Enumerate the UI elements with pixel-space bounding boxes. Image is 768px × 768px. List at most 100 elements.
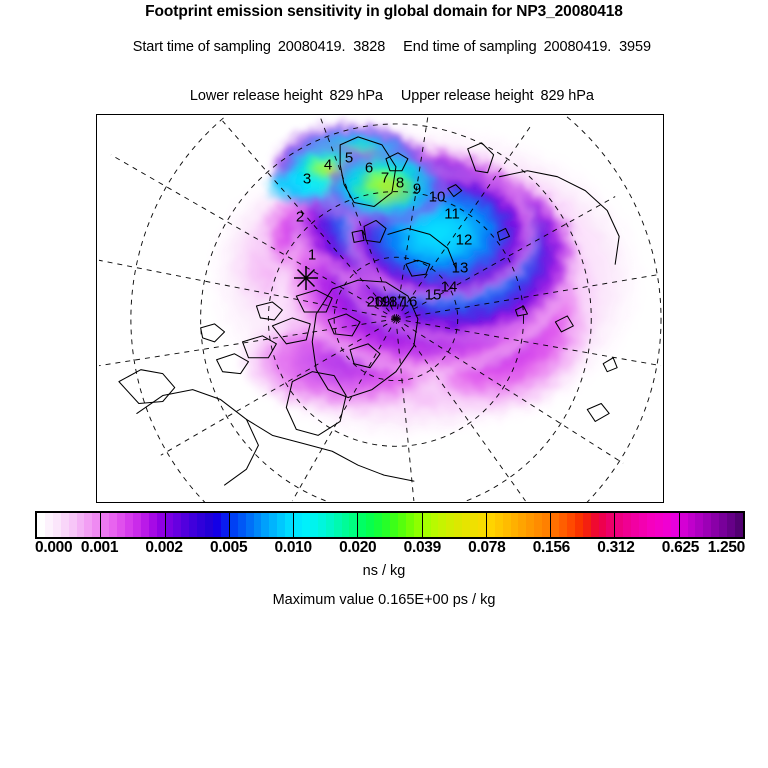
colorbar-band-10-7 xyxy=(735,513,743,537)
colorbar-band-2-7 xyxy=(220,513,229,537)
colorbar-segment-10 xyxy=(679,513,743,537)
colorbar-band-0-1 xyxy=(44,513,53,537)
colorbar-band-5-1 xyxy=(366,513,375,537)
release-point-star-icon xyxy=(294,266,318,290)
colorbar-band-9-7 xyxy=(670,513,679,537)
lower-height-label: Lower release height xyxy=(189,87,323,104)
colorbar-band-0-7 xyxy=(92,513,101,537)
colorbar-band-8-4 xyxy=(582,513,591,537)
colorbar-band-2-4 xyxy=(197,513,206,537)
colorbar-band-6-4 xyxy=(454,513,463,537)
colorbar-band-2-0 xyxy=(165,513,174,537)
colorbar-tick-5: 0.020 xyxy=(339,539,377,556)
colorbar-band-1-7 xyxy=(156,513,165,537)
colorbar-band-4-0 xyxy=(294,513,302,537)
colorbar-band-8-5 xyxy=(590,513,599,537)
colorbar xyxy=(35,511,745,539)
colorbar-wrapper xyxy=(35,511,745,539)
colorbar-tick-0: 0.000 xyxy=(35,539,73,556)
colorbar-band-10-2 xyxy=(695,513,704,537)
colorbar-band-7-0 xyxy=(486,513,495,537)
colorbar-band-2-6 xyxy=(212,513,221,537)
colorbar-band-3-7 xyxy=(285,513,294,537)
colorbar-band-3-3 xyxy=(253,513,262,537)
map-svg xyxy=(97,115,663,502)
colorbar-band-3-1 xyxy=(237,513,246,537)
colorbar-band-9-1 xyxy=(623,513,632,537)
colorbar-band-3-4 xyxy=(261,513,270,537)
colorbar-band-4-2 xyxy=(309,513,318,537)
colorbar-band-7-2 xyxy=(502,513,511,537)
colorbar-band-2-5 xyxy=(205,513,213,537)
colorbar-band-0-0 xyxy=(37,513,45,537)
colorbar-band-3-5 xyxy=(269,513,278,537)
colorbar-tick-1: 0.001 xyxy=(80,539,119,556)
colorbar-segment-8 xyxy=(551,513,616,537)
page-title: Footprint emission sensitivity in global… xyxy=(145,3,623,20)
colorbar-band-1-5 xyxy=(140,513,149,537)
map-canvas xyxy=(97,115,663,502)
colorbar-tick-6: 0.039 xyxy=(403,539,442,556)
start-time-value: 20080419. 3828 xyxy=(277,38,386,55)
colorbar-band-0-4 xyxy=(68,513,77,537)
upper-height-value: 829 hPa xyxy=(540,87,594,104)
colorbar-band-4-1 xyxy=(301,513,310,537)
colorbar-band-7-3 xyxy=(510,513,519,537)
release-height-line: Lower release height 829 hPa Upper release… xyxy=(0,69,768,118)
colorbar-band-2-2 xyxy=(181,513,190,537)
colorbar-band-0-3 xyxy=(60,513,69,537)
colorbar-band-1-4 xyxy=(132,513,141,537)
colorbar-band-2-3 xyxy=(189,513,198,537)
colorbar-band-10-1 xyxy=(687,513,696,537)
colorbar-segment-3 xyxy=(229,513,295,537)
colorbar-band-1-2 xyxy=(117,513,125,537)
colorbar-band-6-5 xyxy=(462,513,471,537)
colorbar-tick-7: 0.078 xyxy=(468,539,506,556)
colorbar-band-3-2 xyxy=(245,513,254,537)
colorbar-tick-8: 0.156 xyxy=(532,539,571,556)
colorbar-tick-11: 1.250 xyxy=(707,539,746,556)
maximum-value-label: Maximum value 0.165E+00 ps / kg xyxy=(272,592,496,608)
colorbar-band-9-0 xyxy=(615,513,624,537)
start-time-label: Start time of sampling xyxy=(132,38,271,55)
colorbar-band-4-6 xyxy=(341,513,350,537)
colorbar-segment-0 xyxy=(37,513,102,537)
colorbar-band-9-3 xyxy=(639,513,648,537)
colorbar-band-0-5 xyxy=(76,513,85,537)
colorbar-segment-2 xyxy=(165,513,230,537)
colorbar-band-5-3 xyxy=(382,513,390,537)
colorbar-band-7-4 xyxy=(518,513,527,537)
colorbar-band-6-7 xyxy=(477,513,486,537)
colorbar-band-10-3 xyxy=(703,513,712,537)
colorbar-band-2-1 xyxy=(173,513,182,537)
colorbar-band-1-3 xyxy=(124,513,133,537)
colorbar-band-8-6 xyxy=(598,513,607,537)
colorbar-tick-2: 0.002 xyxy=(145,539,183,556)
end-time-label: End time of sampling xyxy=(403,38,537,55)
colorbar-segment-9 xyxy=(615,513,680,537)
colorbar-band-8-3 xyxy=(574,513,583,537)
colorbar-band-5-7 xyxy=(413,513,422,537)
colorbar-band-3-0 xyxy=(229,513,238,537)
colorbar-band-6-6 xyxy=(470,513,478,537)
colorbar-band-6-0 xyxy=(422,513,431,537)
colorbar-band-8-0 xyxy=(551,513,560,537)
colorbar-band-10-5 xyxy=(719,513,728,537)
colorbar-segment-1 xyxy=(101,513,166,537)
colorbar-band-1-6 xyxy=(148,513,157,537)
colorbar-band-9-4 xyxy=(647,513,655,537)
colorbar-segment-6 xyxy=(422,513,487,537)
colorbar-tick-labels: 0.000 0.001 0.002 0.005 0.010 0.020 0.039 0.078… xyxy=(0,539,768,559)
colorbar-band-5-5 xyxy=(397,513,406,537)
colorbar-band-7-7 xyxy=(542,513,551,537)
colorbar-band-10-4 xyxy=(711,513,720,537)
colorbar-band-5-6 xyxy=(405,513,414,537)
colorbar-band-3-6 xyxy=(277,513,286,537)
colorbar-band-4-5 xyxy=(333,513,342,537)
colorbar-band-5-2 xyxy=(374,513,383,537)
colorbar-band-6-2 xyxy=(438,513,447,537)
colorbar-segment-5 xyxy=(358,513,423,537)
colorbar-band-10-6 xyxy=(727,513,735,537)
colorbar-band-0-2 xyxy=(52,513,61,537)
colorbar-units-label: ns / kg xyxy=(362,563,406,579)
